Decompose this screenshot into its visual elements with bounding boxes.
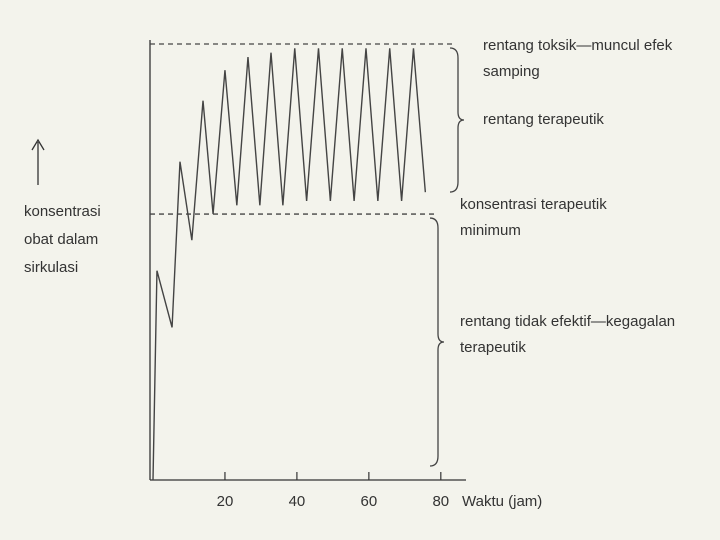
annotation: minimum [460, 222, 521, 239]
x-tick-label: 60 [361, 493, 378, 510]
y-axis-label: sirkulasi [24, 259, 78, 276]
concentration-line [152, 48, 427, 481]
y-axis-label: obat dalam [24, 231, 98, 248]
annotation: konsentrasi terapeutik [460, 196, 607, 213]
x-tick-label: 40 [289, 493, 306, 510]
ineffective-bracket [429, 217, 445, 467]
annotation: rentang toksik—muncul efek [483, 37, 673, 54]
y-arrow-head [31, 138, 45, 151]
annotation: samping [483, 63, 540, 80]
y-axis-label: konsentrasi [24, 203, 101, 220]
x-tick-label: 80 [432, 493, 449, 510]
x-axis-label: Waktu (jam) [462, 493, 542, 510]
annotation: terapeutik [460, 339, 526, 356]
therapeutic-bracket [449, 47, 465, 193]
annotation: rentang tidak efektif—kegagalan [460, 313, 675, 330]
annotation: rentang terapeutik [483, 111, 604, 128]
x-tick-label: 20 [217, 493, 234, 510]
